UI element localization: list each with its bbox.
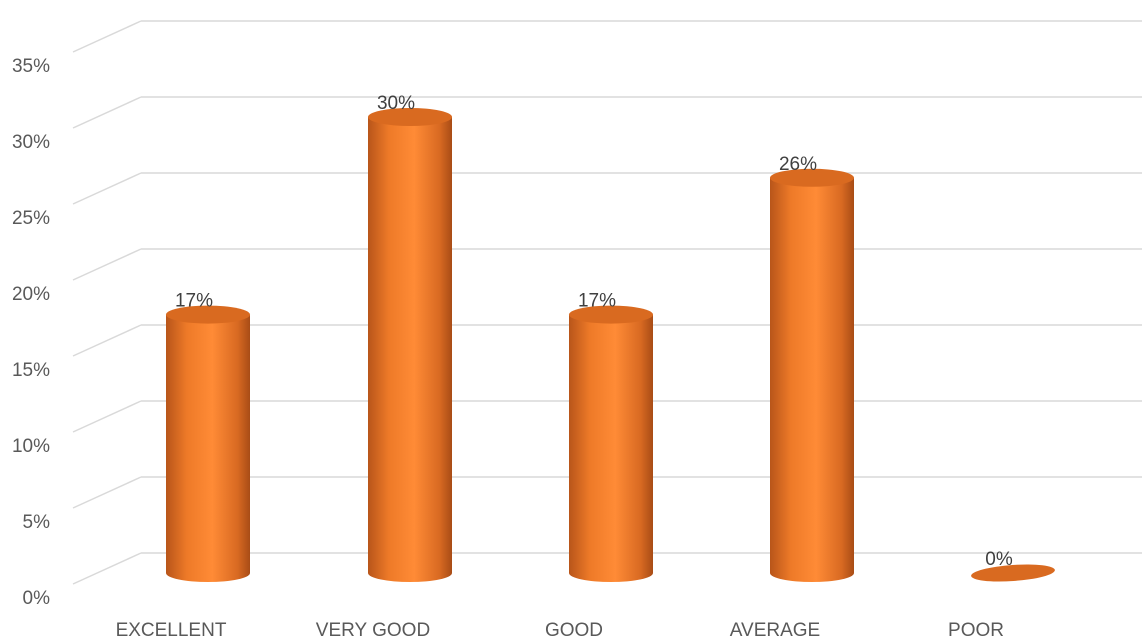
bar-good xyxy=(569,314,653,582)
bar-top xyxy=(569,305,653,324)
y-tick-label: 0% xyxy=(23,588,51,609)
gridline-diagonal xyxy=(72,20,142,53)
y-tick-label: 20% xyxy=(12,284,50,305)
data-label: 17% xyxy=(578,291,616,312)
gridline-diagonal xyxy=(72,248,142,281)
gridline-diagonal xyxy=(72,400,142,433)
gridline-diagonal xyxy=(72,172,142,205)
data-label: 26% xyxy=(779,154,817,175)
bar-top xyxy=(368,108,452,126)
data-label: 0% xyxy=(985,549,1013,570)
y-tick-label: 30% xyxy=(12,132,50,153)
gridline-diagonal xyxy=(72,324,142,357)
y-tick-label: 10% xyxy=(12,436,50,457)
y-tick-label: 15% xyxy=(12,360,50,381)
category-label: AVERAGE xyxy=(730,620,820,641)
category-label: GOOD xyxy=(545,620,603,641)
gridline-diagonal xyxy=(72,476,142,509)
y-tick-label: 35% xyxy=(12,56,50,77)
data-label: 17% xyxy=(175,291,213,312)
bar-average xyxy=(770,177,854,583)
gridline-diagonal xyxy=(72,552,142,585)
bars xyxy=(166,108,1055,583)
data-labels: 17% 30% 17% 26% 0% xyxy=(175,93,1013,570)
x-axis-categories: EXCELLENT VERY GOOD GOOD AVERAGE POOR xyxy=(116,620,1004,641)
category-label: EXCELLENT xyxy=(116,620,227,641)
y-tick-label: 25% xyxy=(12,208,50,229)
bar-top xyxy=(166,305,250,324)
bar-poor xyxy=(971,564,1055,582)
category-label: VERY GOOD xyxy=(316,620,430,641)
bar-very-good xyxy=(368,117,452,582)
bar-excellent xyxy=(166,314,250,582)
y-axis-ticks: 0% 5% 10% 15% 20% 25% 30% 35% xyxy=(12,56,50,609)
bar-top xyxy=(770,168,854,187)
data-label: 30% xyxy=(377,93,415,114)
category-label: POOR xyxy=(948,620,1004,641)
y-tick-label: 5% xyxy=(23,512,51,533)
gridline-diagonal xyxy=(72,96,142,129)
